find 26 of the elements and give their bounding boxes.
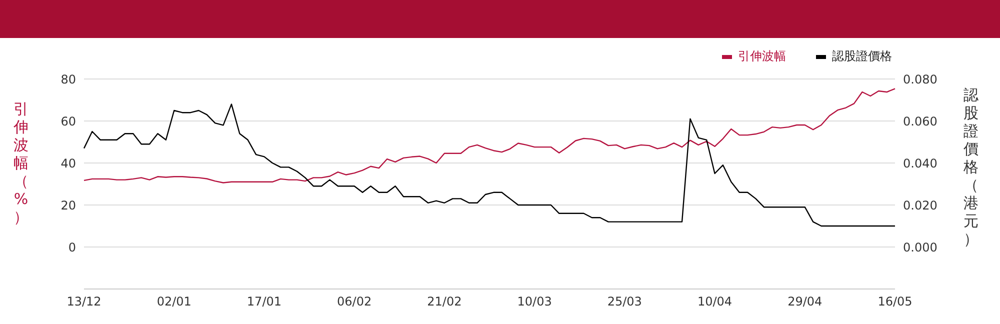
legend-label: 認股證價格 — [832, 48, 892, 65]
y-axis-title: 引伸波幅（%） — [14, 100, 28, 226]
y2-tick-label: 0.000 — [903, 240, 938, 254]
x-tick-label: 06/02 — [337, 294, 372, 309]
x-tick-label: 17/01 — [246, 294, 282, 309]
y2-tick-label: 0.080 — [903, 72, 938, 86]
y-tick-label: 20 — [60, 198, 76, 212]
line-series — [83, 104, 896, 227]
x-tick-label: 13/12 — [66, 294, 102, 309]
legend-label: 引伸波幅 — [738, 48, 786, 65]
y2-tick-label: 0.060 — [903, 114, 938, 128]
x-tick-label: 29/04 — [788, 294, 822, 309]
x-tick-label: 16/05 — [878, 294, 912, 309]
line-series — [83, 88, 896, 184]
y-tick-label: 80 — [60, 72, 76, 86]
y-tick-label: 60 — [60, 114, 76, 128]
y2-tick-label: 0.040 — [903, 156, 938, 170]
y-tick-label: 40 — [60, 156, 76, 170]
x-tick-label: 02/01 — [156, 294, 192, 309]
x-tick-label: 10/03 — [517, 294, 552, 309]
y2-tick-label: 0.020 — [903, 198, 938, 212]
x-tick-label: 10/04 — [697, 294, 732, 309]
x-tick-label: 21/02 — [427, 294, 462, 309]
text: 認股證價格（港元） — [964, 86, 978, 248]
y-tick-label: 0 — [68, 240, 76, 254]
x-tick-label: 25/03 — [607, 294, 642, 309]
